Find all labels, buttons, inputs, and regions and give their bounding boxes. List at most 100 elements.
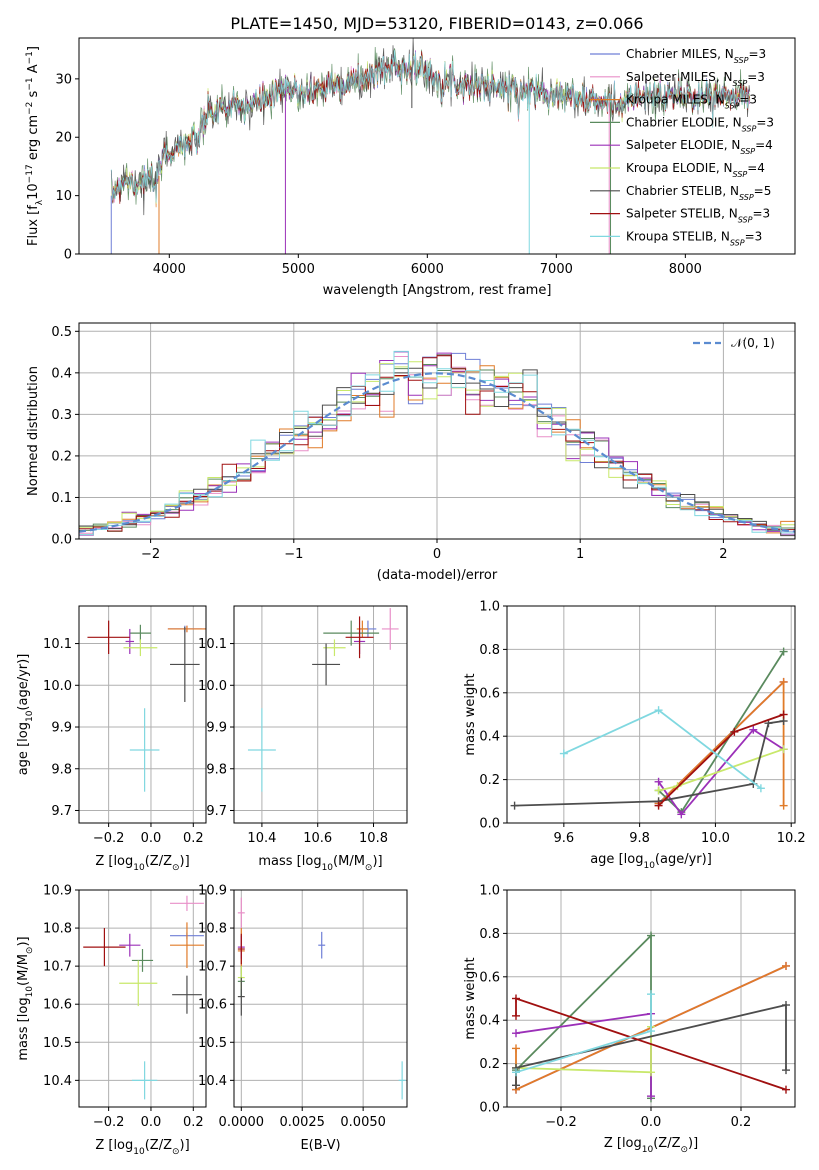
legend-part: SSP xyxy=(742,124,757,133)
weight-vs-age-ytick-label: 1.0 xyxy=(479,600,500,615)
legend-part: Kroupa ELODIE, N xyxy=(626,161,733,175)
label-part: (data-model)/error xyxy=(377,568,498,583)
weight-vs-age-xtick-label: 9.8 xyxy=(629,831,650,846)
label-part: )] xyxy=(372,854,382,869)
mass-vs-Z-ytick-label: 10.6 xyxy=(43,998,72,1013)
point-kroupa-miles xyxy=(170,922,204,969)
label-part: mass [ xyxy=(16,1017,31,1060)
point-salpeter-miles xyxy=(170,895,204,911)
point-kroupa-elodie xyxy=(119,960,158,1007)
age-vs-Z-ytick-label: 10.1 xyxy=(43,637,72,652)
point-chabrier-elodie xyxy=(323,620,380,646)
weight-vs-Z-frame xyxy=(506,889,796,1108)
residuals-xlabel: (data-model)/error xyxy=(377,568,498,583)
weights-chabrier-stelib xyxy=(512,1001,790,1090)
point-kroupa-elodie xyxy=(323,639,346,657)
point-salpeter-miles xyxy=(381,608,399,650)
mass-vs-EBV-frame xyxy=(233,889,408,1108)
residuals-ytick-label: 0.5 xyxy=(51,325,72,340)
weight-vs-age-ytick-label: 0.0 xyxy=(479,817,500,832)
legend-part: SSP xyxy=(738,215,753,224)
age-vs-Z-xlabel: Z [log10(Z/Z⊙)] xyxy=(95,854,189,873)
weight-vs-age-axes: 9.6 9.8 10.0 10.2 0.0 0.2 0.4 0.6 0.8 1.0 age [log… xyxy=(463,600,806,872)
legend-part: Chabrier ELODIE, N xyxy=(626,115,742,129)
label-part: )] xyxy=(688,1136,698,1151)
weights-chabrier-stelib xyxy=(510,717,788,810)
age-vs-mass-xlabel: mass [log10(M/M⊙)] xyxy=(258,854,382,873)
spectrum-ytick-label: 10 xyxy=(55,189,72,204)
weight-vs-Z-ytick-label: 0.0 xyxy=(479,1101,500,1116)
residuals-plot xyxy=(79,350,795,539)
mass-vs-EBV-ytick-label: 10.5 xyxy=(198,1036,227,1051)
point-kroupa-stelib xyxy=(398,1061,406,1100)
label-part: 10 xyxy=(322,863,334,873)
spectrum-legend-label: Salpeter MILES, NSSP=3 xyxy=(626,70,765,88)
point-kroupa-stelib xyxy=(131,1061,158,1100)
legend-part: Chabrier STELIB, N xyxy=(626,184,739,198)
legend-part: Salpeter MILES, N xyxy=(626,70,733,84)
label-part: Normed distribution xyxy=(26,366,41,496)
mass-vs-Z-xtick-label: 0.0 xyxy=(141,1115,162,1130)
label-part: log xyxy=(16,997,31,1017)
legend-part: SSP xyxy=(733,170,748,179)
age-vs-Z-ytick-label: 9.8 xyxy=(51,762,72,777)
age-vs-Z-xtick-label: 0.2 xyxy=(183,831,204,846)
point-kroupa-stelib xyxy=(247,708,276,792)
spectrum-ytick-label: 20 xyxy=(55,131,72,146)
spectrum-xtick-label: 5000 xyxy=(282,262,315,277)
label-part: (age/yr)] xyxy=(16,654,31,711)
weight-vs-Z-ytick-label: 1.0 xyxy=(479,884,500,899)
label-part: Z [ xyxy=(95,854,113,869)
weight-vs-Z-plot xyxy=(512,931,790,1103)
label-part: (M/M xyxy=(16,954,31,986)
weight-vs-age-ylabel: mass weight xyxy=(463,673,478,755)
weight-vs-age-xtick-label: 9.6 xyxy=(553,831,574,846)
mass-vs-Z-frame xyxy=(78,889,207,1108)
legend-part: Kroupa STELIB, N xyxy=(626,229,730,243)
point-chabrier-stelib xyxy=(172,975,202,1014)
age-vs-mass-ytick-label: 9.9 xyxy=(206,721,227,736)
mass-vs-EBV-ytick-label: 10.4 xyxy=(198,1074,227,1089)
spectrum-xtick-label: 8000 xyxy=(669,262,702,277)
age-vs-Z-ylabel: age [log10(age/yr)] xyxy=(16,654,35,776)
label-part: E(B-V) xyxy=(300,1138,340,1153)
legend-part: =4 xyxy=(747,161,765,175)
weights-line xyxy=(563,709,762,790)
residuals-xtick-label: 2 xyxy=(719,547,727,562)
figure-title: PLATE=1450, MJD=53120, FIBERID=0143, z=0… xyxy=(230,14,643,33)
point-kroupa-elodie xyxy=(123,639,158,657)
age-vs-Z-xtick-label: 0.0 xyxy=(141,831,162,846)
weights-kroupa-elodie xyxy=(654,745,788,795)
legend-part: SSP xyxy=(740,147,755,156)
point-salpeter-elodie xyxy=(125,628,135,654)
label-part: −1 xyxy=(25,77,35,90)
age-vs-Z-ytick-label: 10.0 xyxy=(43,679,72,694)
histogram-kroupa-stelib xyxy=(79,350,795,536)
age-vs-mass-axes: 10.4 10.6 10.8 9.7 9.8 9.9 10.0 10.1 mass [log10… xyxy=(198,605,408,873)
label-part: 10 xyxy=(26,183,41,200)
weights-salpeter-stelib xyxy=(654,710,788,810)
label-part: Flux [f xyxy=(26,205,41,246)
mass-vs-Z-ytick-label: 10.9 xyxy=(43,884,72,899)
legend-part: Kroupa MILES, N xyxy=(626,93,725,107)
spectrum-legend-label: Salpeter STELIB, NSSP=3 xyxy=(626,207,770,225)
weight-vs-Z-ytick-label: 0.8 xyxy=(479,927,500,942)
weight-vs-age-ytick-label: 0.8 xyxy=(479,643,500,658)
label-part: 10 xyxy=(133,863,145,873)
label-part: (Z/Z xyxy=(653,1136,680,1151)
legend-part: =5 xyxy=(754,184,772,198)
weight-vs-Z-ylabel: mass weight xyxy=(463,957,478,1039)
spectrum-xtick-label: 7000 xyxy=(540,262,573,277)
weight-vs-age-ytick-label: 0.6 xyxy=(479,686,500,701)
label-part: 10 xyxy=(25,710,35,722)
mass-vs-Z-ytick-label: 10.7 xyxy=(43,960,72,975)
label-part: −17 xyxy=(25,164,35,183)
age-vs-mass-xtick-label: 10.8 xyxy=(359,831,388,846)
label-part: )] xyxy=(180,1138,190,1153)
weights-kroupa-stelib xyxy=(559,706,765,793)
label-part: ] xyxy=(26,46,41,51)
weights-salpeter-elodie xyxy=(654,725,788,819)
weight-vs-Z-xlabel: Z [log10(Z/Z⊙)] xyxy=(604,1136,698,1155)
label-part: mass weight xyxy=(463,957,478,1039)
legend-part: SSP xyxy=(739,192,754,201)
